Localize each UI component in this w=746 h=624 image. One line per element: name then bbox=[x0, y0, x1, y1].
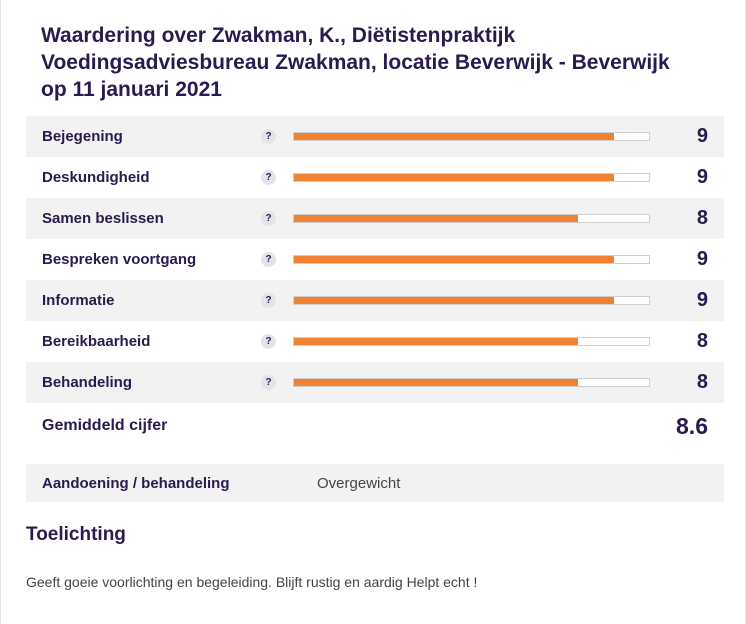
help-icon[interactable]: ? bbox=[261, 129, 276, 144]
condition-value: Overgewicht bbox=[317, 475, 401, 492]
rating-bar bbox=[293, 296, 650, 305]
rating-label: Samen beslissen bbox=[42, 210, 164, 227]
rating-bar-fill bbox=[294, 174, 614, 181]
rating-row-bereikbaarheid: Bereikbaarheid ? 8 bbox=[26, 321, 724, 362]
toelichting-text: Geeft goeie voorlichting en begeleiding.… bbox=[26, 574, 478, 590]
help-icon[interactable]: ? bbox=[261, 252, 276, 267]
help-icon[interactable]: ? bbox=[261, 334, 276, 349]
average-score: 8.6 bbox=[676, 413, 708, 439]
rating-label: Behandeling bbox=[42, 374, 133, 391]
rating-score: 9 bbox=[696, 248, 708, 270]
rating-row-behandeling: Behandeling ? 8 bbox=[26, 362, 724, 403]
rating-bar-fill bbox=[294, 338, 578, 345]
rating-score: 9 bbox=[696, 125, 708, 147]
rating-label: Informatie bbox=[42, 292, 115, 309]
rating-bar-fill bbox=[294, 215, 578, 222]
average-label: Gemiddeld cijfer bbox=[42, 417, 168, 434]
rating-row-informatie: Informatie ? 9 bbox=[26, 280, 724, 321]
rating-bar-fill bbox=[294, 256, 614, 263]
rating-bar bbox=[293, 337, 650, 346]
rating-label: Bespreken voortgang bbox=[42, 251, 197, 268]
rating-score: 8 bbox=[696, 207, 708, 229]
help-icon[interactable]: ? bbox=[261, 211, 276, 226]
average-row: Gemiddeld cijfer 8.6 bbox=[26, 403, 724, 451]
rating-bar-fill bbox=[294, 379, 578, 386]
rating-label: Bereikbaarheid bbox=[42, 333, 151, 350]
toelichting-heading: Toelichting bbox=[26, 524, 126, 545]
rating-bar bbox=[293, 132, 650, 141]
rating-bar-fill bbox=[294, 297, 614, 304]
title-line-2: Voedingsadviesbureau Zwakman, locatie Be… bbox=[41, 51, 670, 74]
rating-bar-fill bbox=[294, 133, 614, 140]
rating-score: 9 bbox=[696, 166, 708, 188]
rating-bar bbox=[293, 378, 650, 387]
help-icon[interactable]: ? bbox=[261, 293, 276, 308]
rating-bar bbox=[293, 255, 650, 264]
rating-score: 8 bbox=[696, 371, 708, 393]
rating-row-bejegening: Bejegening ? 9 bbox=[26, 116, 724, 157]
rating-score: 8 bbox=[696, 330, 708, 352]
rating-bar bbox=[293, 214, 650, 223]
rating-row-deskundigheid: Deskundigheid ? 9 bbox=[26, 157, 724, 198]
rating-row-samen-beslissen: Samen beslissen ? 8 bbox=[26, 198, 724, 239]
rating-bar bbox=[293, 173, 650, 182]
rating-label: Deskundigheid bbox=[42, 169, 150, 186]
help-icon[interactable]: ? bbox=[261, 375, 276, 390]
title-line-3: op 11 januari 2021 bbox=[41, 78, 222, 101]
condition-label: Aandoening / behandeling bbox=[42, 475, 230, 492]
title-line-1: Waardering over Zwakman, K., Diëtistenpr… bbox=[41, 24, 516, 47]
rating-label: Bejegening bbox=[42, 128, 123, 145]
review-title: Waardering over Zwakman, K., Diëtistenpr… bbox=[41, 22, 731, 103]
rating-score: 9 bbox=[696, 289, 708, 311]
condition-row: Aandoening / behandeling Overgewicht bbox=[26, 464, 724, 502]
help-icon[interactable]: ? bbox=[261, 170, 276, 185]
ratings-list: Bejegening ? 9 Deskundigheid ? 9 Samen b… bbox=[26, 116, 724, 403]
rating-row-bespreken-voortgang: Bespreken voortgang ? 9 bbox=[26, 239, 724, 280]
